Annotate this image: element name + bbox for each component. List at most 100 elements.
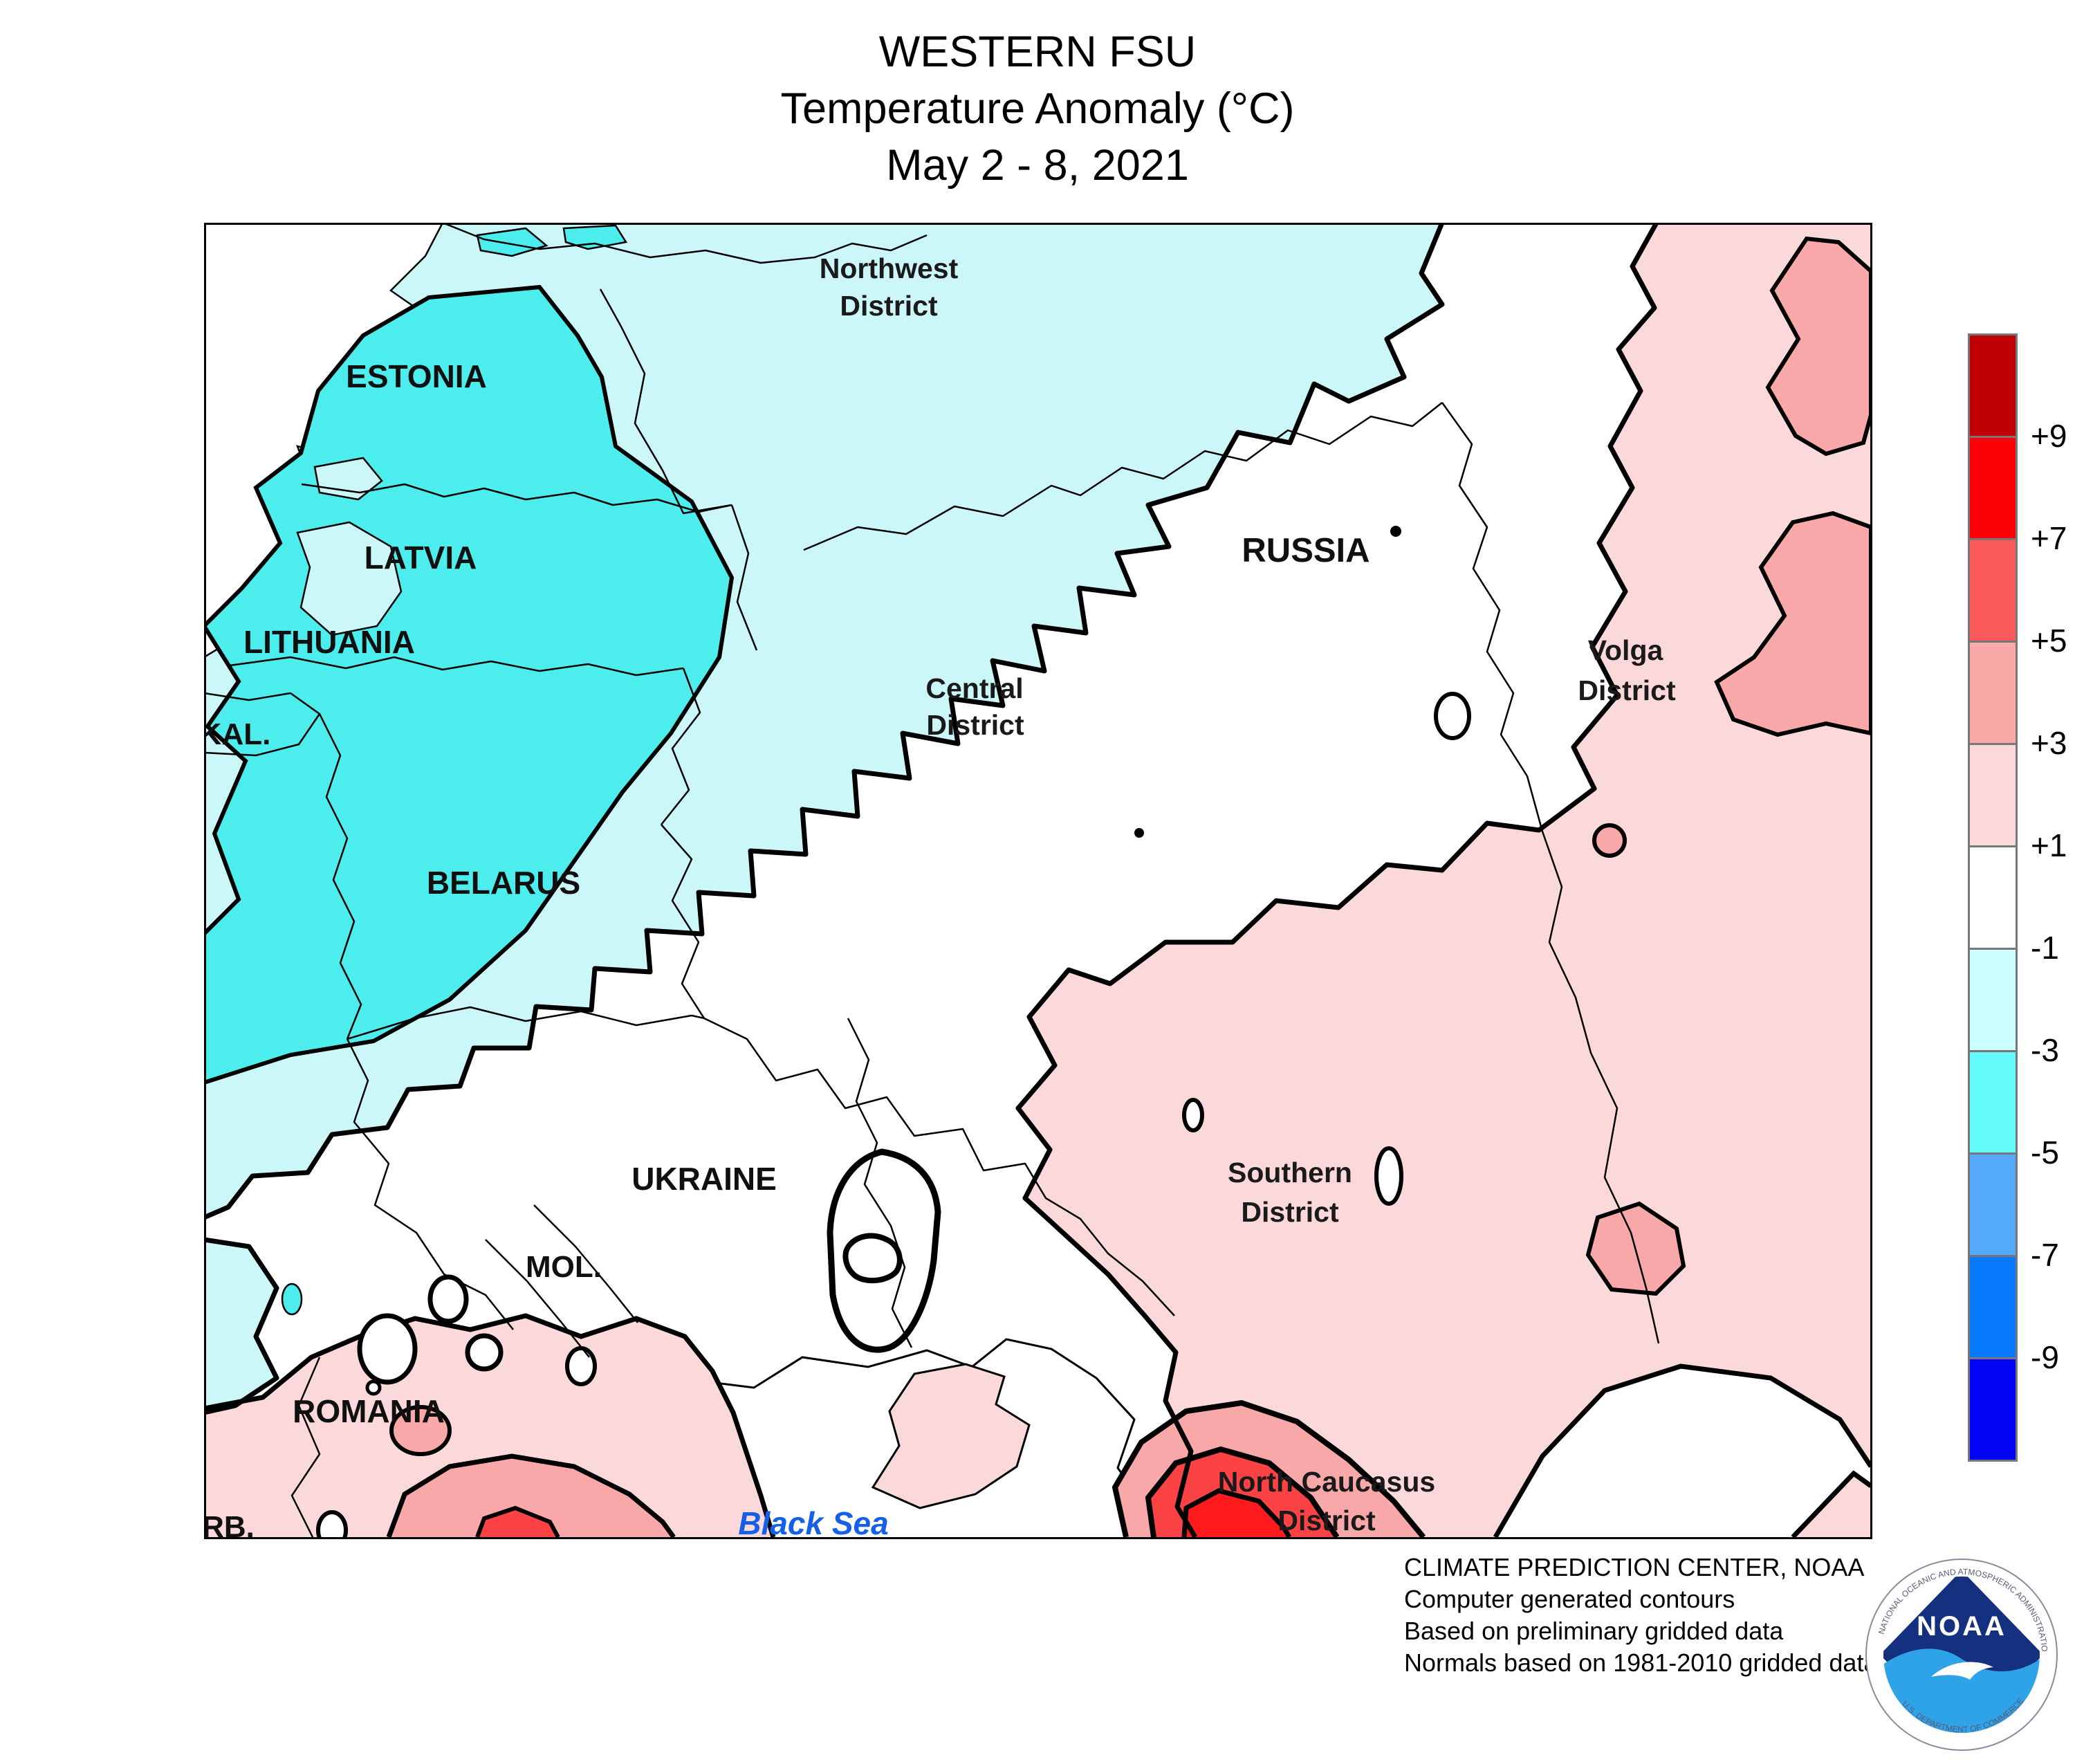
label-southern-district: Southern bbox=[1228, 1157, 1352, 1188]
title-line-daterange: May 2 - 8, 2021 bbox=[886, 141, 1189, 190]
legend-swatch bbox=[1970, 438, 2016, 540]
noaa-logo: NOAA NATIONAL OCEANIC AND ATMOSPHERIC AD… bbox=[1862, 1550, 2058, 1752]
legend-tick: +3 bbox=[2031, 725, 2067, 761]
white-pocket bbox=[565, 1346, 597, 1386]
title-line-variable: Temperature Anomaly (°C) bbox=[780, 84, 1295, 133]
white-pocket bbox=[316, 1510, 348, 1550]
map-title: WESTERN FSU Temperature Anomaly (°C) May… bbox=[0, 24, 2075, 194]
map-dot bbox=[1390, 526, 1401, 537]
hotspot-core bbox=[1184, 1491, 1289, 1539]
title-line-region: WESTERN FSU bbox=[878, 28, 1197, 76]
label-north-caucasus-district: North Caucasus bbox=[1218, 1466, 1435, 1498]
logo-gull-icon bbox=[1931, 1662, 1993, 1680]
map-labels: Northwest District ESTONIA LATVIA LITHUA… bbox=[200, 252, 1676, 1544]
north-caucasus-hotspot bbox=[1112, 1399, 1426, 1539]
ring bbox=[465, 1333, 504, 1372]
label-russia: RUSSIA bbox=[1242, 532, 1370, 569]
legend-swatch bbox=[1970, 847, 2016, 950]
noaa-logo-svg: NOAA NATIONAL OCEANIC AND ATMOSPHERIC AD… bbox=[1862, 1550, 2058, 1751]
map-dot bbox=[1134, 828, 1144, 838]
label-central-district: District bbox=[926, 709, 1024, 741]
contour bbox=[203, 1313, 776, 1538]
ring bbox=[357, 1313, 418, 1385]
logo-noaa-text: NOAA bbox=[1917, 1611, 2007, 1642]
legend-swatch bbox=[1970, 1257, 2016, 1359]
label-latvia: LATVIA bbox=[365, 540, 477, 576]
legend-swatch bbox=[1970, 336, 2016, 438]
blob-small-volga bbox=[1592, 823, 1627, 858]
cyan-islet bbox=[281, 1283, 303, 1316]
label-volga-district: Volga bbox=[1588, 634, 1664, 666]
ring bbox=[365, 1379, 382, 1396]
attribution-line: CLIMATE PREDICTION CENTER, NOAA bbox=[1404, 1553, 1865, 1581]
romania-warm-arc bbox=[386, 1453, 676, 1539]
legend-tick: -5 bbox=[2031, 1134, 2059, 1170]
blob-volga-north bbox=[1765, 236, 1873, 457]
attribution-line: Computer generated contours bbox=[1404, 1585, 1735, 1613]
label-northwest-district: Northwest bbox=[820, 252, 959, 284]
contour bbox=[1181, 1488, 1292, 1538]
city-dots bbox=[1134, 526, 1401, 838]
anomaly-map-svg: Northwest District ESTONIA LATVIA LITHUA… bbox=[200, 221, 1873, 1550]
zero-contour bbox=[203, 221, 1445, 1220]
label-kaliningrad: KAL. bbox=[204, 717, 270, 751]
white-pocket bbox=[1182, 1098, 1204, 1132]
label-lithuania: LITHUANIA bbox=[243, 624, 415, 660]
arc-medium bbox=[389, 1456, 674, 1539]
legend-swatch bbox=[1970, 1052, 2016, 1155]
logo-emblem: NOAA bbox=[1883, 1577, 2040, 1733]
label-northwest-district: District bbox=[840, 290, 938, 322]
legend-tick: +7 bbox=[2031, 520, 2067, 556]
attribution-line: Based on preliminary gridded data bbox=[1404, 1617, 1784, 1645]
white-pocket bbox=[1434, 692, 1471, 740]
logo-wave bbox=[1883, 1648, 2040, 1733]
country-borders bbox=[203, 221, 1660, 1538]
contour bbox=[475, 1505, 560, 1538]
contour bbox=[386, 1453, 676, 1539]
carpathian-contour bbox=[203, 1237, 279, 1415]
contour bbox=[1493, 1363, 1873, 1538]
label-estonia: ESTONIA bbox=[346, 358, 487, 394]
label-volga-district: District bbox=[1578, 674, 1676, 706]
label-black-sea: Black Sea bbox=[738, 1505, 888, 1539]
label-ukraine: UKRAINE bbox=[631, 1161, 777, 1197]
legend-swatch bbox=[1970, 1359, 2016, 1460]
color-scale-legend bbox=[1968, 333, 2018, 1462]
legend-tick: +9 bbox=[2031, 418, 2067, 454]
cyan-islet bbox=[476, 227, 548, 257]
ring bbox=[427, 1274, 469, 1324]
legend-tick: +1 bbox=[2031, 827, 2067, 863]
attribution-block: CLIMATE PREDICTION CENTER, NOAA Computer… bbox=[1404, 1552, 1877, 1679]
island-saaremaa bbox=[296, 521, 403, 636]
plus-one-contour bbox=[1015, 221, 1659, 1538]
region-pink-corner bbox=[1793, 1473, 1872, 1539]
crimea bbox=[871, 1363, 1031, 1509]
legend-tick: -1 bbox=[2031, 930, 2059, 966]
white-pocket bbox=[1374, 1146, 1403, 1206]
legend-swatch bbox=[1970, 745, 2016, 847]
label-north-caucasus-district: District bbox=[1278, 1505, 1376, 1536]
anomaly-fill-regions bbox=[201, 221, 1873, 1540]
label-southern-district: District bbox=[1241, 1196, 1339, 1228]
thick-contours bbox=[203, 221, 1659, 1538]
label-central-district: Central bbox=[925, 672, 1023, 704]
cyan-islet bbox=[562, 224, 628, 250]
map-frame bbox=[204, 223, 1872, 1539]
ukraine-ring-inner bbox=[842, 1233, 903, 1284]
blob-romania-inner bbox=[389, 1405, 452, 1456]
attribution-line: Normals based on 1981-2010 gridded data bbox=[1404, 1648, 1878, 1677]
legend-tick: -9 bbox=[2031, 1339, 2059, 1375]
contour-rings bbox=[316, 692, 1471, 1550]
contour bbox=[1145, 1446, 1340, 1539]
legend-swatch bbox=[1970, 540, 2016, 643]
legend-tick: -7 bbox=[2031, 1237, 2059, 1273]
region-light-cyan-carpathian bbox=[204, 1240, 277, 1413]
contour bbox=[1112, 1399, 1426, 1539]
legend-tick: -3 bbox=[2031, 1032, 2059, 1068]
anomaly-map: Northwest District ESTONIA LATVIA LITHUA… bbox=[200, 221, 1873, 1550]
legend-tick: +5 bbox=[2031, 623, 2067, 659]
contour bbox=[1791, 1470, 1873, 1539]
blob-volga-east bbox=[1714, 511, 1873, 737]
legend-swatch bbox=[1970, 643, 2016, 745]
